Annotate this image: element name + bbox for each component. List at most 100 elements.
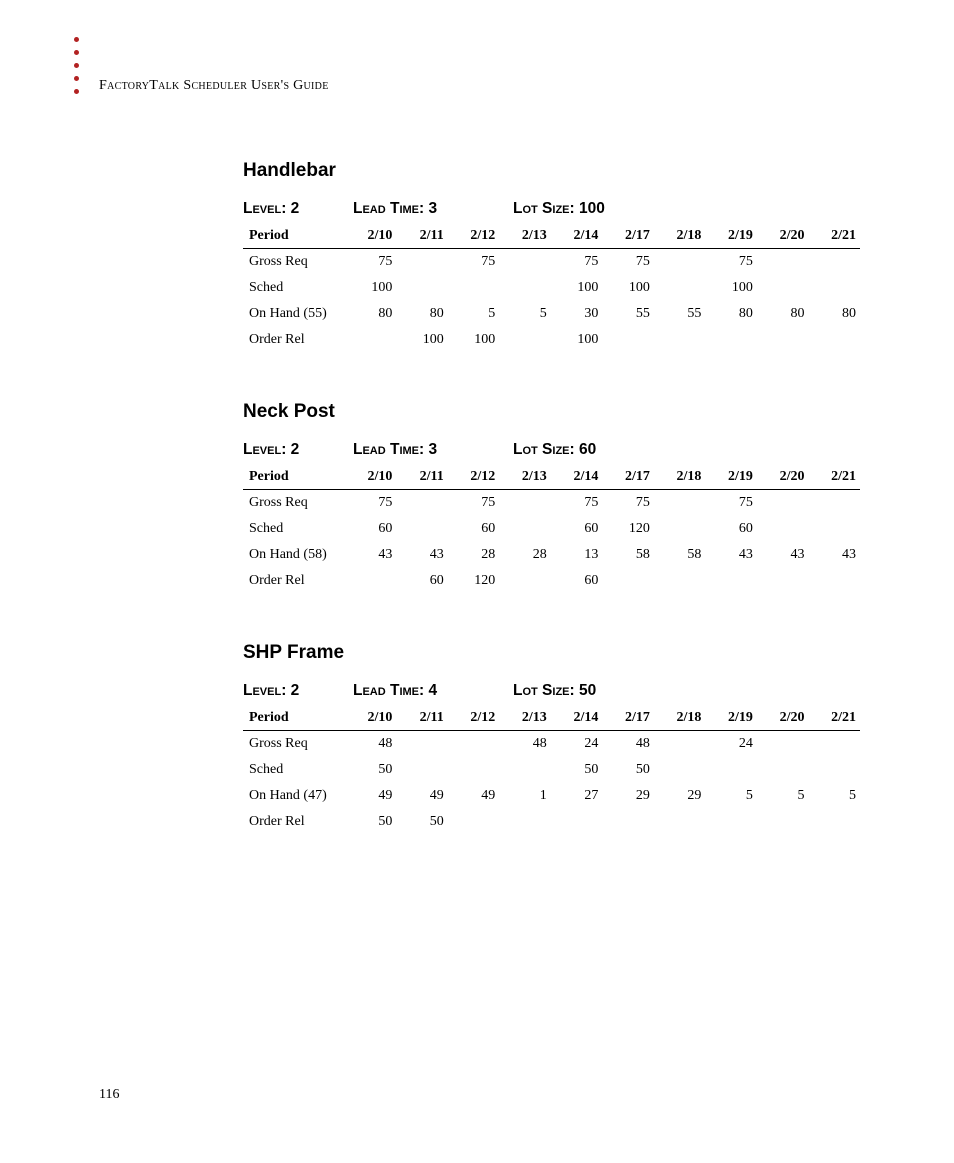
col-header-date: 2/19 [705,465,757,490]
col-header-date: 2/19 [705,224,757,249]
cell-value [654,490,706,517]
meta-lead-time: Lead Time: 3 [353,441,513,459]
meta-lot-size: Lot Size: 60 [513,441,596,459]
cell-value [757,757,809,783]
col-header-date: 2/20 [757,465,809,490]
cell-value: 58 [602,542,654,568]
row-label: Gross Req [243,731,345,758]
cell-value [808,249,860,276]
meta-lot-size: Lot Size: 100 [513,200,605,218]
section-meta: Level: 2Lead Time: 4Lot Size: 50 [243,682,860,700]
cell-value: 28 [448,542,500,568]
cell-value [345,327,397,353]
meta-lead-time: Lead Time: 3 [353,200,513,218]
cell-value: 58 [654,542,706,568]
col-header-date: 2/18 [654,224,706,249]
col-header-date: 2/14 [551,706,603,731]
row-label: Order Rel [243,568,345,594]
cell-value: 100 [448,327,500,353]
cell-value [448,731,500,758]
col-header-date: 2/21 [808,465,860,490]
cell-value: 75 [345,249,397,276]
cell-value [602,809,654,835]
cell-value [602,568,654,594]
row-label: On Hand (58) [243,542,345,568]
cell-value: 5 [808,783,860,809]
col-header-date: 2/17 [602,706,654,731]
cell-value: 1 [499,783,551,809]
table-row: On Hand (55)808055305555808080 [243,301,860,327]
cell-value [654,757,706,783]
mrp-table: Period2/102/112/122/132/142/172/182/192/… [243,224,860,353]
cell-value: 29 [602,783,654,809]
cell-value [654,275,706,301]
col-header-date: 2/12 [448,465,500,490]
col-header-date: 2/11 [396,465,447,490]
cell-value: 5 [499,301,551,327]
cell-value [448,275,500,301]
cell-value: 43 [808,542,860,568]
bullet-icon [74,63,79,68]
cell-value [396,757,447,783]
cell-value: 43 [757,542,809,568]
table-row: Gross Req7575757575 [243,490,860,517]
section-title: SHP Frame [243,642,860,664]
cell-value: 24 [551,731,603,758]
cell-value: 80 [757,301,809,327]
cell-value [448,809,500,835]
page-number: 116 [99,1087,119,1103]
col-header-period: Period [243,706,345,731]
cell-value: 60 [705,516,757,542]
cell-value [654,809,706,835]
cell-value: 120 [602,516,654,542]
cell-value [808,568,860,594]
cell-value [705,568,757,594]
section-title: Handlebar [243,160,860,182]
mrp-section: Neck PostLevel: 2Lead Time: 3Lot Size: 6… [243,401,860,594]
cell-value [396,249,447,276]
table-row: Order Rel5050 [243,809,860,835]
cell-value: 60 [551,568,603,594]
cell-value [499,568,551,594]
col-header-date: 2/13 [499,706,551,731]
mrp-section: HandlebarLevel: 2Lead Time: 3Lot Size: 1… [243,160,860,353]
cell-value [705,757,757,783]
cell-value [396,731,447,758]
cell-value: 75 [602,490,654,517]
row-label: Sched [243,757,345,783]
cell-value: 50 [345,757,397,783]
table-row: Gross Req4848244824 [243,731,860,758]
cell-value [808,516,860,542]
bullet-icon [74,76,79,81]
cell-value [345,568,397,594]
cell-value: 50 [551,757,603,783]
cell-value: 80 [345,301,397,327]
cell-value [757,327,809,353]
col-header-date: 2/20 [757,706,809,731]
cell-value [499,757,551,783]
cell-value [757,731,809,758]
cell-value: 27 [551,783,603,809]
cell-value: 49 [396,783,447,809]
cell-value: 100 [345,275,397,301]
page-content: HandlebarLevel: 2Lead Time: 3Lot Size: 1… [243,160,860,835]
cell-value [396,275,447,301]
cell-value: 75 [551,249,603,276]
col-header-date: 2/13 [499,465,551,490]
cell-value [396,516,447,542]
section-title: Neck Post [243,401,860,423]
meta-lot-size: Lot Size: 50 [513,682,596,700]
col-header-date: 2/11 [396,224,447,249]
cell-value: 48 [499,731,551,758]
col-header-period: Period [243,224,345,249]
cell-value: 100 [602,275,654,301]
cell-value: 28 [499,542,551,568]
meta-lead-time: Lead Time: 4 [353,682,513,700]
bullet-icon [74,89,79,94]
row-label: On Hand (55) [243,301,345,327]
cell-value [705,809,757,835]
cell-value: 5 [448,301,500,327]
cell-value: 75 [448,249,500,276]
cell-value: 48 [345,731,397,758]
cell-value: 100 [705,275,757,301]
